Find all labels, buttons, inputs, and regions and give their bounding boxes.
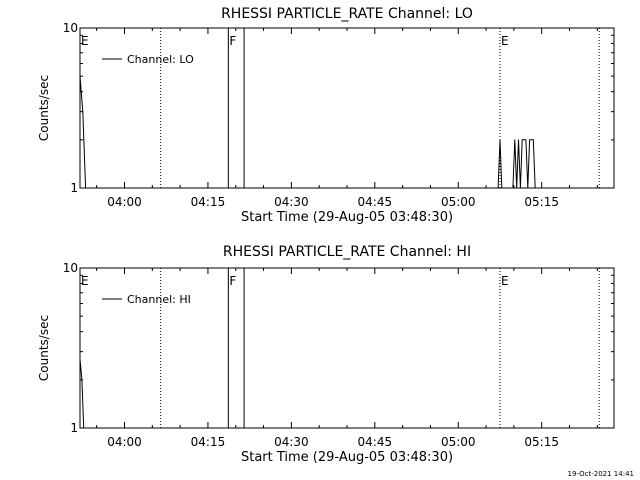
data-point xyxy=(512,187,514,189)
x-tick-label: 04:00 xyxy=(107,195,142,209)
x-tick-label: 04:15 xyxy=(191,195,226,209)
legend-label: Channel: LO xyxy=(127,53,194,66)
x-axis-label: Start Time (29-Aug-05 03:48:30) xyxy=(241,450,453,465)
y-tick-label: 10 xyxy=(63,21,78,35)
x-tick-label: 05:00 xyxy=(441,435,476,449)
data-point xyxy=(525,139,527,141)
data-point xyxy=(518,139,519,141)
data-point xyxy=(516,187,518,189)
plot-timestamp: 19-Oct-2021 14:41 xyxy=(567,470,634,478)
y-tick-label: 1 xyxy=(70,421,78,435)
event-marker-label: F xyxy=(229,274,236,288)
data-point xyxy=(79,75,81,77)
data-point xyxy=(519,187,521,189)
x-axis-label: Start Time (29-Aug-05 03:48:30) xyxy=(241,210,453,225)
x-tick-label: 04:00 xyxy=(107,435,142,449)
data-series-line xyxy=(79,76,87,189)
y-axis-label: Counts/sec xyxy=(37,315,51,381)
data-point xyxy=(497,187,499,189)
event-marker-label: E xyxy=(81,34,89,48)
data-series-line xyxy=(497,139,537,189)
x-tick-label: 05:00 xyxy=(441,195,476,209)
event-marker-label: F xyxy=(229,34,236,48)
data-point xyxy=(529,139,531,141)
plot-frame xyxy=(79,267,615,429)
data-point xyxy=(79,358,81,360)
x-tick-label: 05:15 xyxy=(524,435,559,449)
data-point xyxy=(535,187,537,189)
data-point xyxy=(534,187,536,189)
x-tick-label: 04:45 xyxy=(358,435,393,449)
data-series-line xyxy=(79,358,85,429)
event-marker-label: E xyxy=(501,274,509,288)
chart-title: RHESSI PARTICLE_RATE Channel: LO xyxy=(221,6,473,22)
data-point xyxy=(81,379,83,381)
data-point xyxy=(85,187,86,189)
data-point xyxy=(83,427,85,429)
data-point xyxy=(82,111,84,113)
data-point xyxy=(521,139,523,141)
x-tick-label: 04:30 xyxy=(274,195,309,209)
event-marker-label: E xyxy=(81,274,89,288)
data-point xyxy=(532,139,534,141)
x-tick-label: 04:15 xyxy=(191,435,226,449)
y-axis-label: Counts/sec xyxy=(37,75,51,141)
event-marker-label: E xyxy=(501,34,509,48)
data-point xyxy=(514,139,516,141)
chart-title: RHESSI PARTICLE_RATE Channel: HI xyxy=(223,244,471,260)
y-tick-label: 10 xyxy=(63,261,78,275)
data-point xyxy=(499,139,501,141)
y-tick-label: 1 xyxy=(70,181,78,195)
data-point xyxy=(501,187,503,189)
x-tick-label: 04:45 xyxy=(358,195,393,209)
legend-label: Channel: HI xyxy=(127,293,191,306)
data-point xyxy=(527,187,529,189)
x-tick-label: 05:15 xyxy=(524,195,559,209)
x-tick-label: 04:30 xyxy=(274,435,309,449)
